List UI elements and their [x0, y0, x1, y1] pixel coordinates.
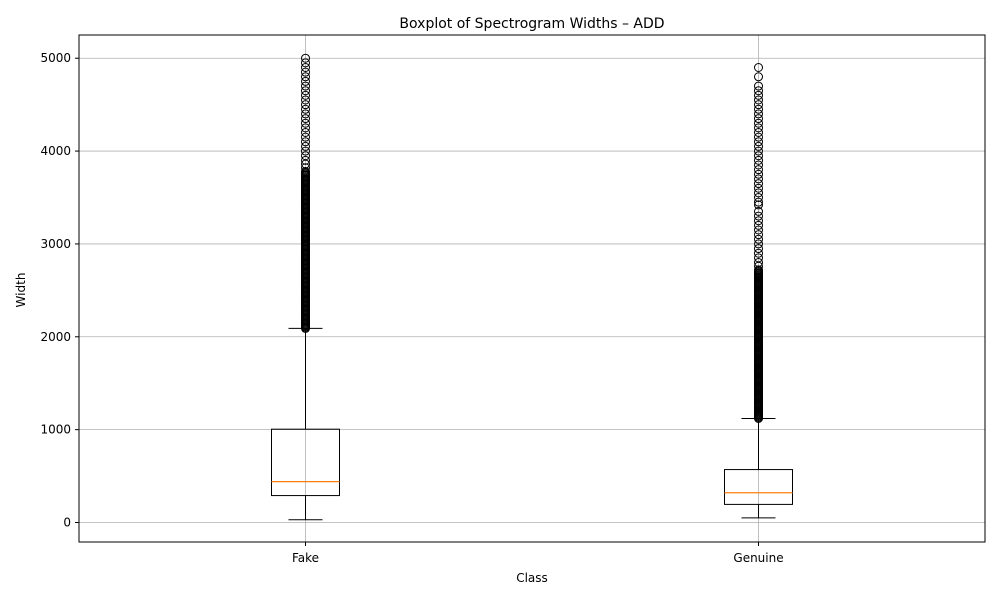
outlier-point	[754, 63, 763, 72]
box-genuine	[724, 63, 793, 519]
outlier-point	[754, 253, 763, 263]
outlier-point	[754, 104, 763, 114]
y-tick-label: 4000	[40, 144, 71, 158]
outlier-point	[754, 239, 763, 249]
iqr-box	[724, 469, 793, 505]
outlier-point	[301, 123, 310, 133]
outlier-point	[754, 128, 763, 137]
outlier-point	[301, 151, 310, 161]
outlier-point	[301, 100, 310, 110]
outlier-point	[301, 81, 310, 91]
outlier-point	[754, 197, 763, 207]
outlier-point	[754, 258, 763, 267]
outlier-point	[301, 167, 310, 176]
outlier-point	[754, 193, 763, 202]
outlier-point	[301, 86, 310, 96]
outlier-point	[754, 114, 763, 124]
outlier-point	[754, 265, 763, 275]
outlier-point	[754, 86, 763, 96]
outlier-point	[301, 163, 310, 173]
outlier-point	[301, 104, 310, 114]
outlier-point	[754, 151, 763, 161]
outlier-point	[754, 160, 763, 170]
outlier-point	[301, 118, 310, 128]
outlier-point	[754, 216, 763, 226]
outlier-point	[754, 95, 763, 105]
y-tick-label: 2000	[40, 330, 71, 344]
outlier-point	[754, 141, 763, 151]
outlier-point	[754, 225, 763, 235]
box-series	[271, 53, 793, 521]
outlier-point	[301, 141, 310, 151]
outlier-point	[754, 244, 763, 254]
y-tick-label: 3000	[40, 237, 71, 251]
outlier-point	[754, 132, 763, 142]
outlier-point	[754, 220, 763, 230]
outlier-point	[754, 109, 763, 119]
outlier-point	[301, 58, 310, 68]
y-tick-label: 5000	[40, 51, 71, 65]
outlier-point	[754, 165, 763, 175]
y-axis-ticks: 0 1000 2000 3000 4000 5000	[40, 51, 79, 530]
x-tick-label: Genuine	[733, 551, 783, 565]
outlier-point	[754, 188, 763, 198]
outlier-point	[754, 200, 763, 210]
outlier-point	[754, 211, 763, 221]
outlier-point	[754, 169, 763, 179]
outlier-point	[754, 146, 763, 156]
chart-title: Boxplot of Spectrogram Widths – ADD	[399, 16, 664, 32]
outlier-point	[301, 114, 310, 124]
outlier-point	[301, 76, 310, 86]
outlier-point	[754, 179, 763, 189]
plot-frame	[78, 34, 986, 543]
box-fake	[271, 53, 340, 521]
outlier-point	[301, 90, 310, 100]
outlier-point	[754, 100, 763, 110]
y-axis-label: Width	[14, 273, 28, 308]
outlier-point	[754, 81, 763, 91]
outlier-point	[301, 137, 310, 147]
outlier-point	[754, 137, 763, 147]
y-tick-label: 1000	[40, 423, 71, 437]
outlier-point	[754, 230, 763, 240]
outlier-point	[754, 234, 763, 244]
outlier-point	[754, 155, 763, 165]
y-tick-label: 0	[63, 516, 71, 530]
outlier-point	[754, 123, 763, 133]
outlier-point	[754, 206, 763, 216]
outlier-point	[301, 72, 310, 82]
outlier-point	[754, 248, 763, 258]
outlier-point	[301, 53, 310, 63]
x-axis-label: Class	[516, 571, 548, 585]
outlier-point	[301, 146, 310, 156]
outlier-point	[301, 109, 310, 119]
x-tick-label: Fake	[292, 551, 319, 565]
grid-lines	[79, 35, 985, 542]
outlier-point	[301, 67, 310, 77]
outlier-point	[754, 118, 763, 128]
outlier-point	[754, 90, 763, 100]
outlier-point	[754, 72, 763, 82]
outlier-point	[754, 174, 763, 184]
x-axis-ticks: Fake Genuine	[292, 542, 784, 565]
outlier-point	[301, 63, 310, 72]
outlier-point	[301, 95, 310, 105]
outlier-point	[754, 183, 763, 193]
iqr-box	[271, 428, 340, 497]
outlier-point	[301, 132, 310, 142]
outlier-point	[301, 128, 310, 137]
outlier-point	[301, 155, 310, 165]
